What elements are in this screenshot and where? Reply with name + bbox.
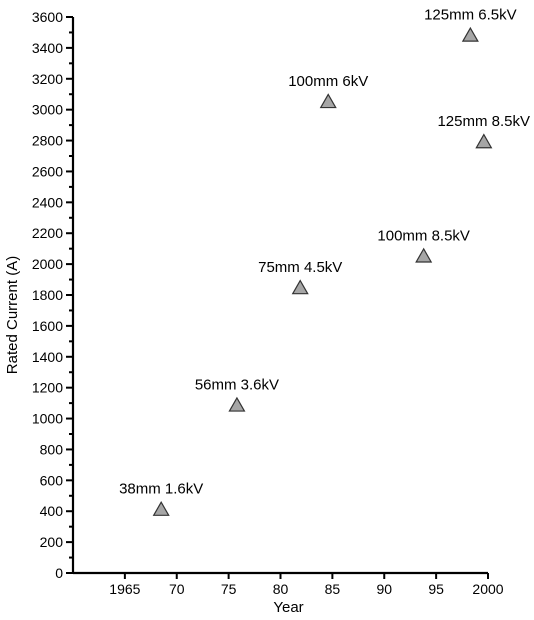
data-points: 38mm 1.6kV 56mm 3.6kV 75mm 4.5kV 100mm 6kV 1… — [119, 7, 530, 516]
point-label: 125mm 8.5kV — [437, 113, 530, 130]
triangle-marker — [291, 279, 309, 295]
triangle-marker — [319, 93, 337, 109]
x-axis-title: Year — [273, 599, 303, 616]
triangle-marker — [475, 133, 493, 149]
x-tick-label: 80 — [273, 581, 289, 597]
y-tick-label: 2000 — [32, 256, 63, 272]
point-label: 125mm 6.5kV — [424, 7, 517, 24]
y-tick-label: 200 — [40, 534, 64, 550]
point-label: 75mm 4.5kV — [258, 259, 342, 276]
y-tick-label: 3000 — [32, 102, 63, 118]
triangle-marker — [152, 500, 170, 516]
x-tick-label: 2000 — [472, 581, 503, 597]
y-tick-label: 0 — [55, 565, 63, 581]
point-label: 56mm 3.6kV — [195, 376, 279, 393]
y-tick-label: 2400 — [32, 194, 63, 210]
y-tick-label: 2200 — [32, 225, 63, 241]
y-tick-label: 1400 — [32, 349, 63, 365]
y-tick-label: 800 — [40, 441, 64, 457]
y-tick-label: 1000 — [32, 411, 63, 427]
x-tick-label: 70 — [169, 581, 185, 597]
point-label: 100mm 6kV — [288, 73, 368, 90]
y-tick-label: 3200 — [32, 71, 63, 87]
y-tick-label: 400 — [40, 503, 64, 519]
triangle-marker — [228, 396, 246, 412]
x-tick-label: 90 — [376, 581, 392, 597]
y-tick-label: 3600 — [32, 9, 63, 25]
y-tick-label: 1200 — [32, 380, 63, 396]
x-tick-label: 95 — [428, 581, 444, 597]
x-tick-label: 1965 — [109, 581, 140, 597]
y-tick-label: 1800 — [32, 287, 63, 303]
y-tick-label: 2800 — [32, 133, 63, 149]
point-label: 100mm 8.5kV — [377, 227, 470, 244]
y-tick-label: 2600 — [32, 163, 63, 179]
y-axis-ticks: 0 200 400 600 800 1000 1200 1400 1600 1800 2000 220… — [32, 9, 73, 581]
y-axis-title: Rated Current (A) — [4, 256, 21, 374]
y-tick-label: 600 — [40, 472, 64, 488]
y-tick-label: 1600 — [32, 318, 63, 334]
x-tick-label: 75 — [221, 581, 237, 597]
triangle-marker — [461, 26, 479, 42]
x-axis-ticks: 1965 70 75 80 85 90 95 2000 — [109, 573, 504, 597]
x-tick-label: 85 — [325, 581, 341, 597]
y-tick-label: 3400 — [32, 40, 63, 56]
triangle-marker — [415, 247, 433, 263]
point-label: 38mm 1.6kV — [119, 481, 203, 498]
